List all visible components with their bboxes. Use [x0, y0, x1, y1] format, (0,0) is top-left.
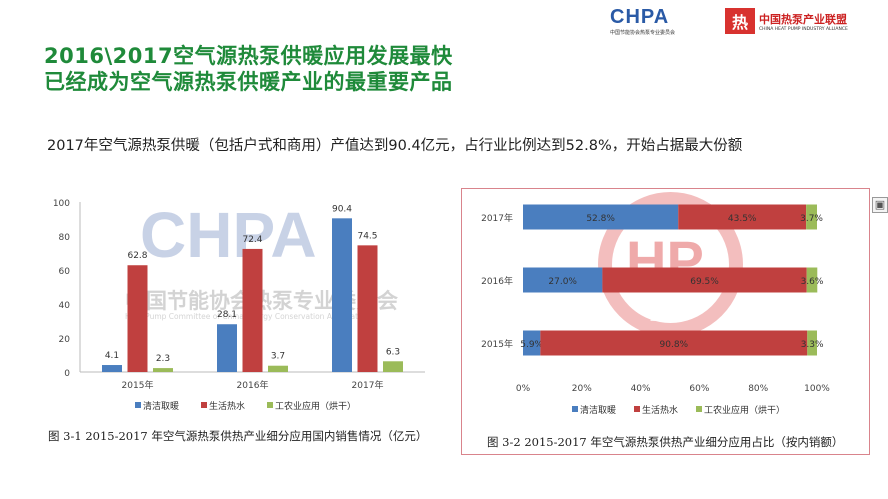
- data-label: 72.4: [242, 235, 262, 245]
- y-tick-label: 100: [53, 199, 70, 209]
- data-label: 2.3: [156, 354, 170, 364]
- data-label: 28.1: [217, 310, 237, 320]
- bar-segment: [523, 330, 541, 356]
- title-line-1: 2016\2017空气源热泵供暖应用发展最快: [44, 44, 453, 68]
- chpa-logo-text: CHPA: [610, 6, 670, 28]
- chart1-caption: 图 3-1 2015-2017 年空气源热泵供热产业细分应用国内销售情况（亿元）: [48, 429, 428, 443]
- y-tick-label: 2015年: [481, 338, 513, 350]
- y-tick-label: 20: [59, 335, 71, 345]
- legend-swatch: [634, 406, 640, 412]
- alliance-name: 中国热泵产业联盟: [759, 12, 847, 26]
- data-label: 6.3: [386, 347, 400, 357]
- data-label: 4.1: [105, 351, 119, 361]
- data-label: 90.4: [332, 204, 352, 214]
- alliance-logo: 热 中国热泵产业联盟 CHINA HEAT PUMP INDUSTRY ALLI…: [725, 8, 848, 34]
- x-tick-label: 40%: [631, 384, 651, 394]
- data-label: 5.9%: [520, 340, 543, 350]
- data-label: 3.7: [271, 352, 285, 362]
- legend-label: 生活热水: [642, 404, 678, 416]
- data-label: 3.7%: [800, 214, 823, 224]
- bar: [127, 265, 148, 372]
- legend-swatch: [135, 402, 141, 408]
- bar: [268, 365, 288, 372]
- data-label: 90.8%: [660, 340, 689, 350]
- bar-segment: [806, 267, 818, 293]
- bar-segment: [540, 330, 808, 356]
- legend-label: 工农业应用（烘干）: [275, 400, 356, 412]
- data-label: 62.8: [127, 251, 147, 261]
- bar-segment: [678, 204, 807, 230]
- data-label: 3.6%: [801, 277, 824, 287]
- bar: [102, 365, 122, 372]
- data-label: 27.0%: [548, 277, 577, 287]
- bar: [357, 245, 378, 372]
- y-tick-label: 0: [64, 369, 70, 379]
- x-tick-label: 2016年: [237, 379, 269, 391]
- bar-segment: [602, 267, 807, 293]
- x-tick-label: 60%: [689, 384, 709, 394]
- bar: [217, 324, 237, 372]
- legend-swatch: [267, 402, 273, 408]
- x-tick-label: 2017年: [352, 379, 384, 391]
- y-tick-label: 80: [59, 233, 71, 243]
- chart2-frame: [461, 188, 870, 455]
- data-label: 74.5: [357, 231, 377, 241]
- chart2-caption: 图 3-2 2015-2017 年空气源热泵供热产业细分应用占比（按内销额）: [487, 435, 844, 449]
- x-tick-label: 80%: [748, 384, 768, 394]
- bar: [383, 361, 403, 372]
- x-tick-label: 0%: [516, 384, 531, 394]
- data-label: 3.3%: [801, 340, 824, 350]
- y-tick-label: 40: [59, 301, 71, 311]
- y-tick-label: 60: [59, 267, 71, 277]
- bar: [242, 248, 263, 372]
- bar: [332, 218, 352, 372]
- legend-swatch: [201, 402, 207, 408]
- alliance-logo-mark: 热: [725, 8, 755, 34]
- x-tick-label: 20%: [572, 384, 592, 394]
- data-label: 43.5%: [728, 214, 757, 224]
- legend-label: 清洁取暖: [580, 404, 616, 416]
- legend-swatch: [572, 406, 578, 412]
- legend-label: 清洁取暖: [143, 400, 179, 412]
- data-label: 69.5%: [690, 277, 719, 287]
- title-line-2: 已经成为空气源热泵供暖产业的最重要产品: [44, 70, 453, 94]
- legend-label: 生活热水: [209, 400, 245, 412]
- bar-segment: [523, 267, 603, 293]
- data-label: 52.8%: [586, 214, 615, 224]
- chpa-logo: CHPA 中国节能协会热泵专业委员会: [610, 6, 700, 38]
- legend-swatch: [696, 406, 702, 412]
- bar: [153, 368, 173, 372]
- y-tick-label: 2016年: [481, 275, 513, 287]
- x-tick-label: 2015年: [122, 379, 154, 391]
- bar-segment: [807, 330, 817, 356]
- y-tick-label: 2017年: [481, 212, 513, 224]
- chpa-logo-sub: 中国节能协会热泵专业委员会: [610, 30, 676, 36]
- bar-segment: [806, 204, 817, 230]
- bar-segment: [523, 204, 679, 230]
- legend-label: 工农业应用（烘干）: [704, 404, 785, 416]
- alliance-en: CHINA HEAT PUMP INDUSTRY ALLIANCE: [759, 26, 848, 32]
- x-tick-label: 100%: [804, 384, 830, 394]
- subtitle: 2017年空气源热泵供暖（包括户式和商用）产值达到90.4亿元，占行业比例达到5…: [47, 138, 743, 154]
